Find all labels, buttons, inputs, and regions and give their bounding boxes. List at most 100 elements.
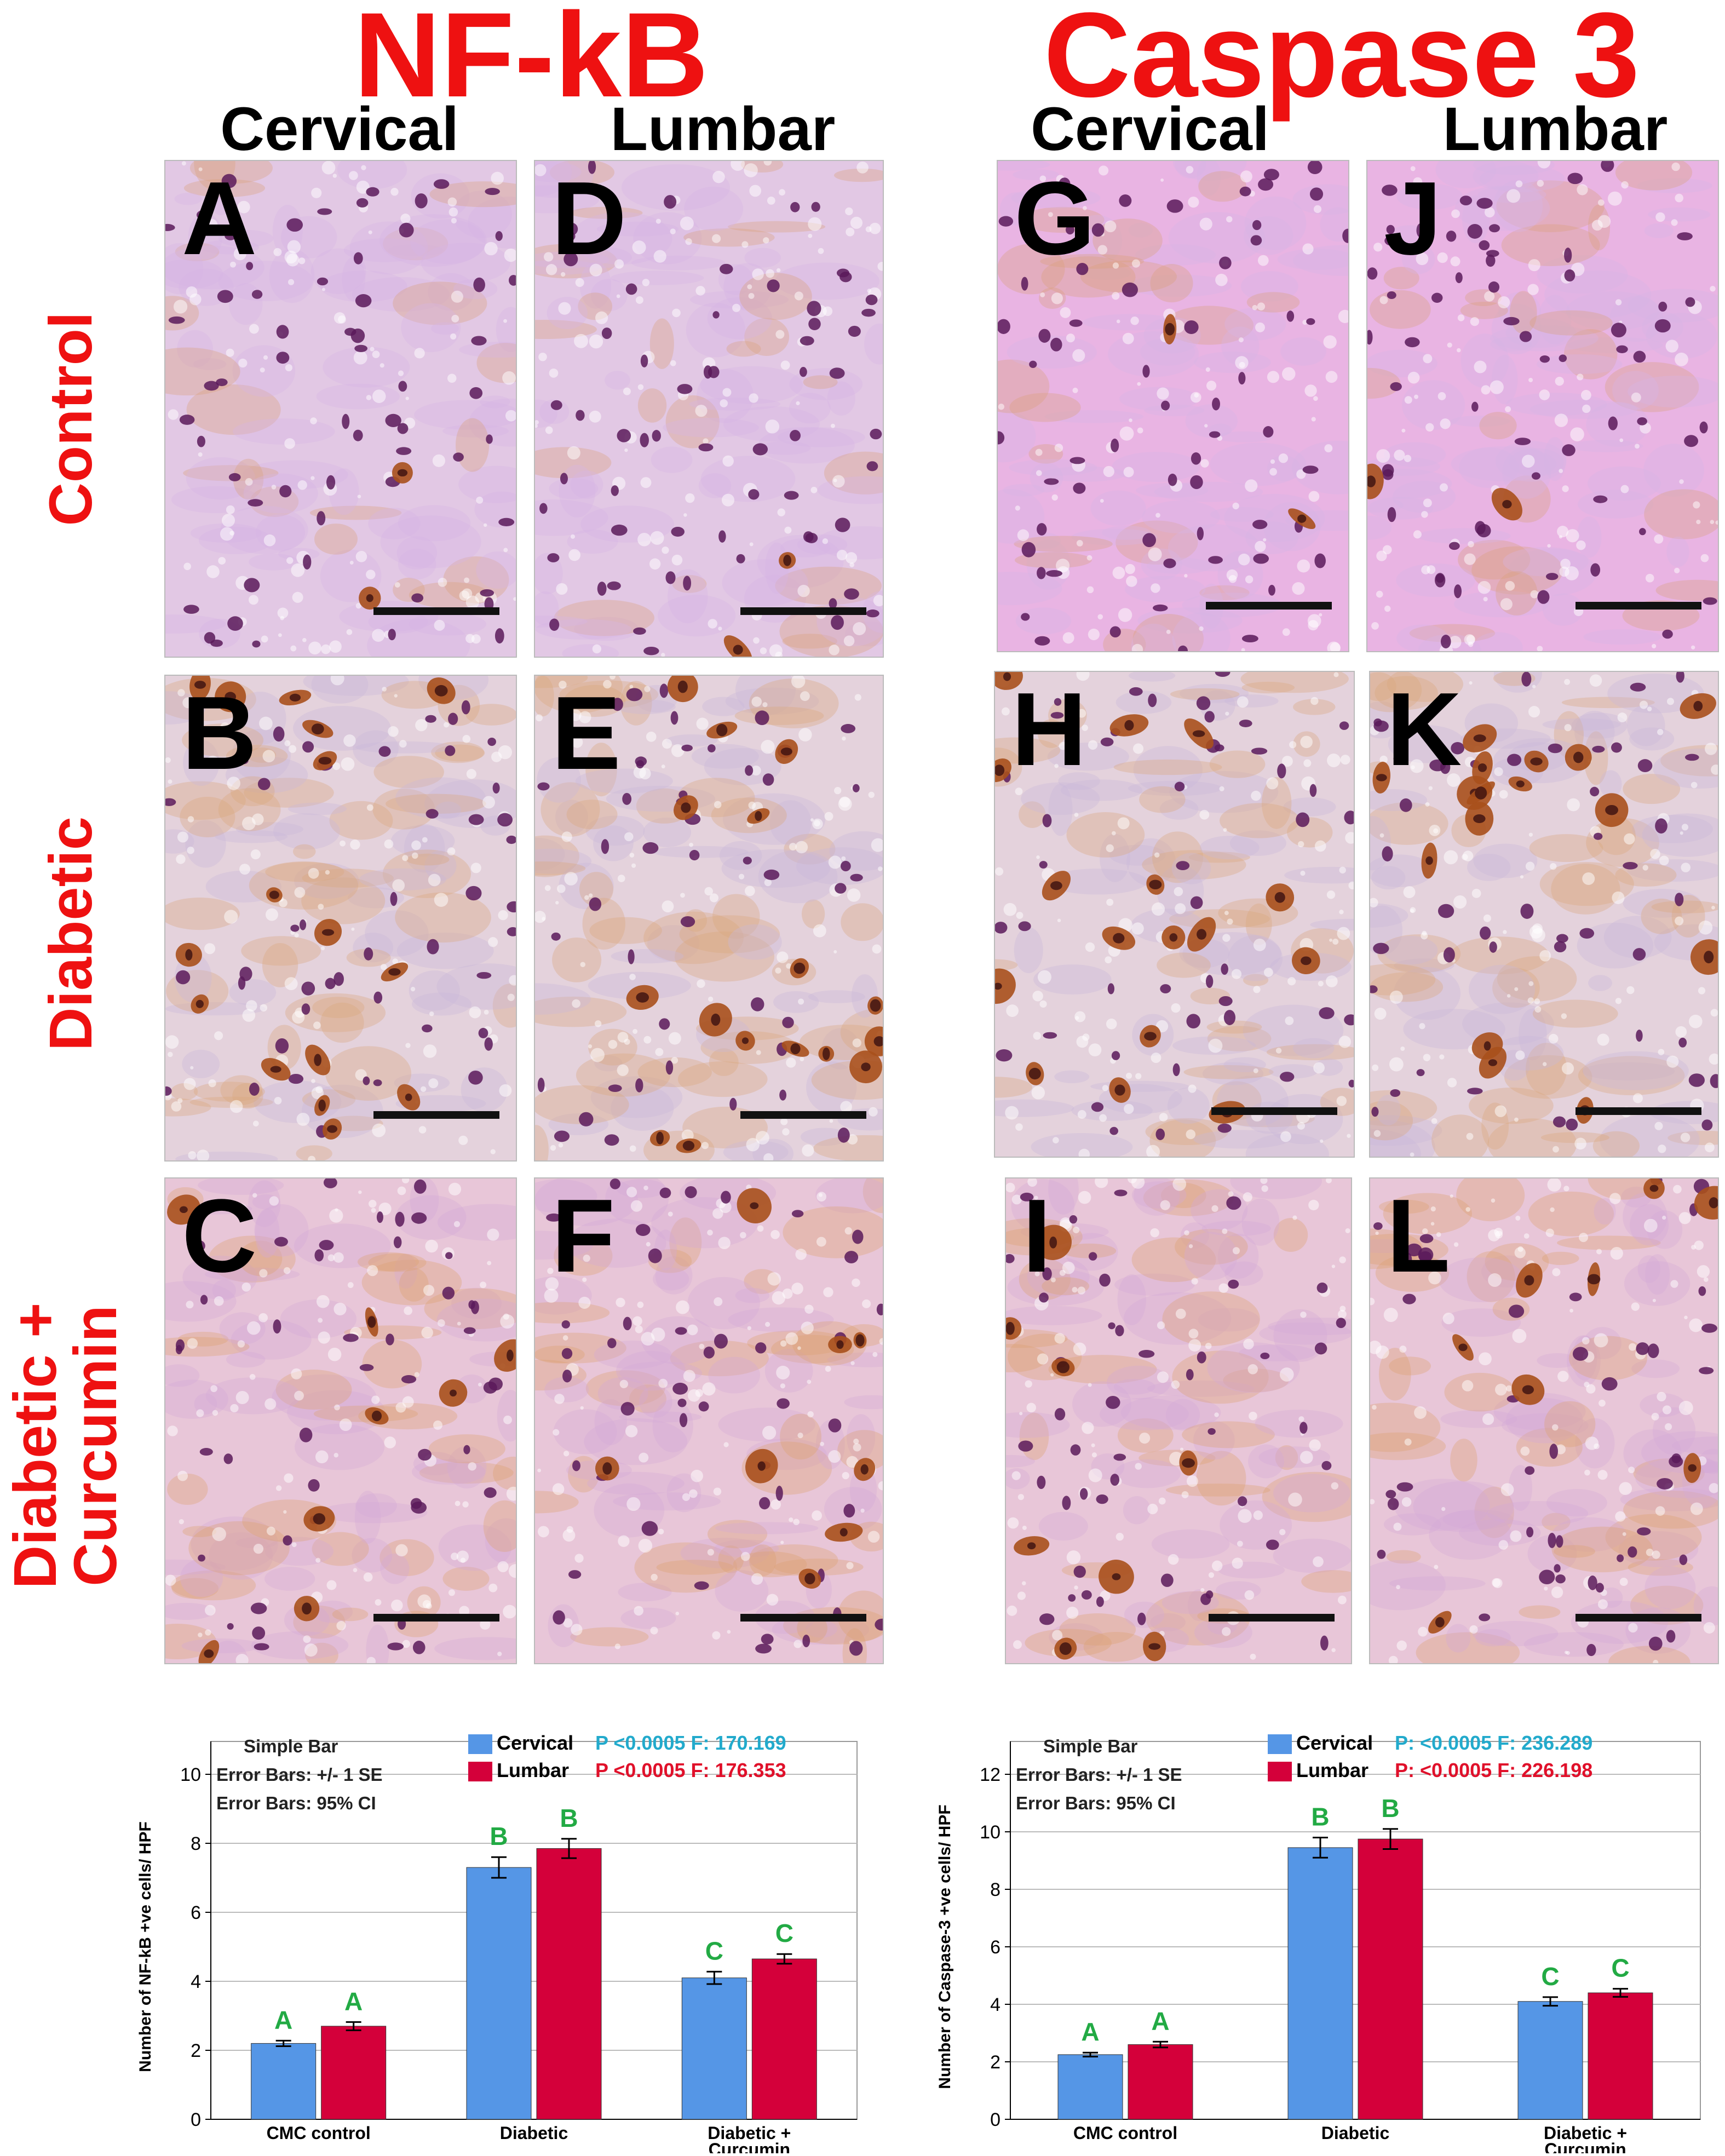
legend-swatch (468, 1762, 492, 1781)
x-tick-label: Diabetic (500, 2123, 568, 2143)
micrograph-panel-j: J (1366, 160, 1719, 652)
y-axis-label: Number of NF-kB +ve cells/ HPF (136, 1821, 154, 2072)
y-tick-label: 4 (990, 1994, 1001, 2015)
chart-annotation: Error Bars: 95% CI (1016, 1793, 1176, 1813)
row-label-diabetic: Diabetic (37, 817, 105, 1051)
bar-cervical-2 (681, 1977, 747, 2120)
x-tick-label: Curcumin (709, 2140, 790, 2153)
panel-letter-g: G (1014, 160, 1095, 277)
panel-letter-h: H (1011, 671, 1087, 787)
significance-letter: B (1381, 1794, 1399, 1822)
row-label-diabetic-curcumin: Diabetic + Curcumin (2, 1292, 148, 1599)
chart-annotation: Simple Bar (244, 1736, 338, 1756)
micrograph-panel-g: G (997, 160, 1349, 652)
x-tick-label: Curcumin (1544, 2140, 1626, 2153)
y-tick-label: 12 (980, 1764, 1001, 1785)
y-tick-label: 10 (180, 1764, 201, 1785)
panel-letter-d: D (551, 160, 627, 277)
micrograph-panel-k: K (1369, 671, 1719, 1158)
plot-frame (1010, 1741, 1701, 2120)
micrograph-panel-e: E (534, 675, 884, 1162)
panel-letter-c: C (182, 1178, 257, 1294)
y-tick-label: 2 (191, 2040, 201, 2061)
legend-swatch (1268, 1734, 1292, 1754)
significance-letter: A (344, 1987, 363, 2015)
y-tick-label: 8 (990, 1879, 1001, 1900)
chart-caspase3: 0 2 4 6 8 10 12 Number of Caspase-3 +ve cells/ … (925, 1687, 1725, 2156)
significance-letter: C (1541, 1962, 1559, 1991)
significance-letter: B (490, 1822, 508, 1850)
bar-cervical-2 (1517, 2001, 1583, 2120)
micrograph-panel-i: I (1005, 1177, 1352, 1664)
x-tick-label: CMC control (1073, 2123, 1177, 2143)
plot-frame (210, 1741, 858, 2120)
legend-label: Lumbar (497, 1759, 569, 1781)
legend-swatch (1268, 1762, 1292, 1781)
panel-letter-i: I (1022, 1178, 1051, 1294)
error-bar (706, 1970, 722, 1985)
error-bar (1083, 2051, 1098, 2058)
y-tick-label: 2 (990, 2052, 1001, 2073)
x-tick-label: Diabetic (1321, 2123, 1389, 2143)
row-label-diabetic-curcumin-line2: Curcumin (62, 1305, 129, 1586)
error-bar (1153, 2040, 1168, 2049)
stat-label: P <0.0005 F: 170.169 (595, 1732, 786, 1754)
significance-letter: B (560, 1804, 578, 1832)
y-tick-label: 10 (980, 1822, 1001, 1843)
stat-label: P <0.0005 F: 176.353 (595, 1759, 786, 1781)
bar-lumbar-1 (1358, 1838, 1423, 2120)
chart-annotation: Simple Bar (1043, 1736, 1138, 1756)
panel-letter-a: A (182, 160, 257, 277)
micrograph-panel-b: B (164, 675, 517, 1162)
micrograph-panel-a: A (164, 160, 517, 658)
y-axis-label: Number of Caspase-3 +ve cells/ HPF (936, 1804, 954, 2089)
panel-letter-j: J (1384, 160, 1442, 277)
significance-letter: A (1151, 2006, 1169, 2035)
error-bar (1383, 1828, 1398, 1850)
error-bar (1313, 1837, 1328, 1859)
column-header-nfkb-lumbar: Lumbar (610, 95, 836, 163)
panel-letter-k: K (1387, 671, 1462, 787)
column-header-caspase-cervical: Cervical (1031, 95, 1269, 163)
stat-label: P: <0.0005 F: 236.289 (1395, 1732, 1592, 1754)
bar-lumbar-1 (536, 1848, 602, 2120)
error-bar (275, 2039, 291, 2047)
error-bar (1543, 1996, 1558, 2007)
legend-swatch (468, 1734, 492, 1754)
legend-label: Cervical (1296, 1732, 1373, 1754)
bar-cervical-1 (466, 1867, 532, 2120)
significance-letter: C (705, 1936, 723, 1965)
significance-letter: B (1311, 1803, 1329, 1831)
column-header-nfkb-cervical: Cervical (220, 95, 459, 163)
panel-letter-b: B (182, 675, 257, 791)
micrograph-panel-l: L (1369, 1177, 1719, 1664)
micrograph-panel-c: C (164, 1177, 517, 1664)
row-label-diabetic-curcumin-line1: Diabetic + (2, 1302, 69, 1589)
title-nfkb: NF-kB (354, 0, 709, 122)
micrograph-panel-f: F (534, 1177, 884, 1664)
bar-cervical-0 (251, 2043, 317, 2120)
legend-label: Cervical (497, 1732, 573, 1754)
panel-letter-e: E (551, 675, 621, 791)
significance-letter: C (775, 1919, 794, 1947)
panel-letter-l: L (1387, 1178, 1451, 1294)
stat-label: P: <0.0005 F: 226.198 (1395, 1759, 1592, 1781)
error-bar (346, 2021, 361, 2031)
panel-letter-f: F (551, 1178, 616, 1294)
legend-label: Lumbar (1296, 1759, 1369, 1781)
bar-lumbar-2 (1588, 1992, 1653, 2120)
significance-letter: A (274, 2005, 292, 2034)
chart-annotation: Error Bars: 95% CI (216, 1793, 376, 1813)
x-tick-label: CMC control (267, 2123, 371, 2143)
x-tick-label: Diabetic + (708, 2123, 791, 2143)
chart-annotation: Error Bars: +/- 1 SE (1016, 1764, 1182, 1785)
error-bar (491, 1856, 507, 1879)
y-tick-label: 6 (191, 1902, 201, 1923)
row-label-control: Control (37, 312, 105, 526)
y-tick-label: 0 (191, 2109, 201, 2130)
bar-lumbar-0 (1128, 2044, 1193, 2120)
significance-letter: C (1611, 1954, 1629, 1982)
bar-lumbar-0 (321, 2026, 387, 2120)
error-bar (777, 1953, 792, 1965)
y-tick-label: 6 (990, 1937, 1001, 1958)
